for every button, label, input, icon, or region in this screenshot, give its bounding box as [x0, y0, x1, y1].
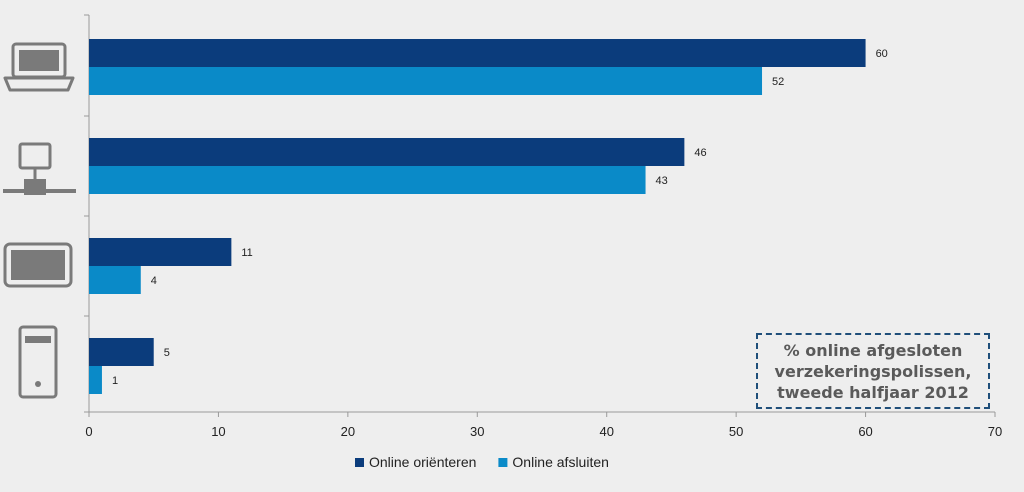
data-labels: 60 46 11 5 52 43 4 1 [112, 48, 888, 387]
x-tick-labels: 0 10 20 30 40 50 60 70 [85, 424, 1002, 439]
annotation-box: % online afgesloten verzekeringspolissen… [756, 333, 990, 409]
desktop-network-icon [3, 142, 76, 195]
legend-swatch [498, 458, 508, 467]
x-tick-label: 0 [85, 424, 92, 439]
bar [89, 166, 646, 194]
category-icons [3, 42, 76, 399]
data-label: 52 [772, 76, 784, 88]
x-tick-label: 10 [211, 424, 225, 439]
data-label: 11 [241, 247, 252, 259]
tablet-icon [3, 242, 73, 288]
legend-label: Online afsluiten [512, 454, 609, 470]
x-tick-label: 20 [341, 424, 355, 439]
data-label: 4 [151, 275, 157, 287]
bar [89, 67, 763, 95]
x-tick-label: 70 [988, 424, 1002, 439]
bars [89, 39, 866, 394]
x-tick-label: 40 [599, 424, 613, 439]
legend-label: Online oriënteren [369, 454, 476, 470]
bar [89, 138, 685, 166]
legend: Online oriënteren Online afsluiten [355, 454, 609, 470]
bar [89, 39, 866, 67]
x-tick-label: 30 [470, 424, 484, 439]
tower-pc-icon [18, 325, 58, 399]
legend-swatch [355, 458, 364, 467]
data-label: 46 [694, 147, 706, 159]
x-tick-label: 60 [858, 424, 872, 439]
data-label: 60 [876, 48, 888, 60]
bar [89, 266, 141, 294]
annotation-text: % online afgesloten verzekeringspolissen… [774, 340, 972, 402]
bar [89, 338, 154, 366]
x-tick-label: 50 [729, 424, 743, 439]
data-label: 43 [656, 175, 668, 187]
bar [89, 366, 102, 394]
data-label: 5 [164, 347, 170, 359]
bar [89, 238, 232, 266]
laptop-icon [3, 42, 75, 92]
data-label: 1 [112, 375, 118, 387]
